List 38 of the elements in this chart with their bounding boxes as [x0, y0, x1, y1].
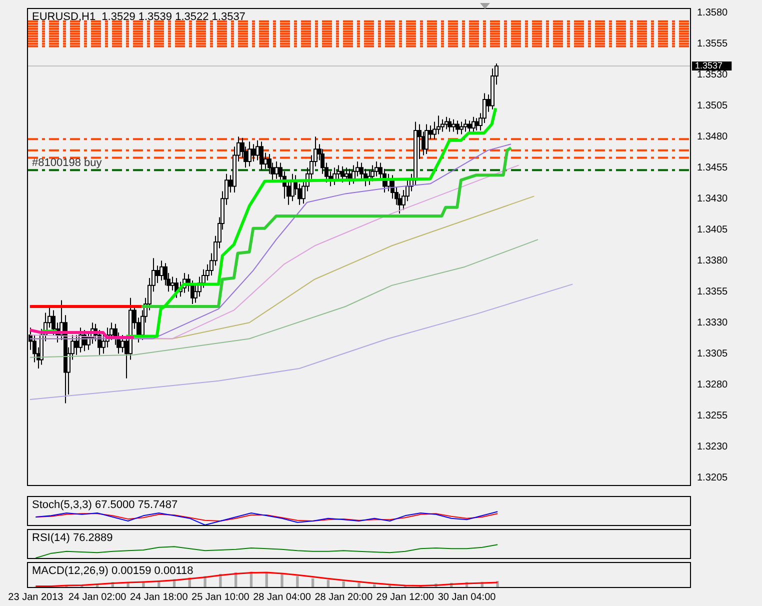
y-tick-label: 1.3305: [697, 348, 728, 360]
bar: [342, 581, 345, 587]
x-tick-label: 28 Jan 04:00: [253, 592, 312, 603]
y-tick-label: 1.3405: [697, 224, 728, 236]
y-tick-label: 1.3380: [697, 255, 728, 266]
y-tick-label: 1.3330: [697, 317, 728, 328]
bar: [280, 574, 284, 587]
y-tick-label: 1.3355: [697, 286, 728, 298]
y-tick-label: 1.3505: [697, 100, 728, 112]
y-tick-label: 1.3580: [697, 7, 728, 18]
y-tick-label: 1.3255: [697, 410, 728, 422]
chart-title: Stoch(5,3,3) 67.5000 75.7487: [32, 499, 178, 512]
y-tick-label: 1.3555: [697, 38, 728, 50]
chart-title: MACD(12,26,9) 0.00159 0.00118: [32, 565, 194, 578]
chart-title: EURUSD,H1 1.3529 1.3539 1.3522 1.3537: [32, 11, 246, 24]
ref-line-label: #8100198 buy: [32, 157, 102, 170]
x-tick-label: 30 Jan 04:00: [438, 592, 496, 603]
bar: [326, 580, 330, 587]
y-tick-label: 1.3430: [697, 193, 728, 204]
x-tick-label: 28 Jan 20:00: [314, 592, 373, 603]
ref-line-label: 1.3537: [695, 60, 723, 71]
y-tick-label: 1.3205: [697, 472, 728, 484]
bar: [265, 572, 268, 587]
bar: [311, 578, 314, 587]
x-tick-label: 24 Jan 02:00: [68, 592, 127, 603]
y-tick-label: 1.3480: [697, 131, 728, 142]
y-tick-label: 1.3530: [697, 69, 728, 80]
x-tick-label: 29 Jan 12:00: [376, 592, 435, 603]
x-tick-label: 24 Jan 18:00: [130, 592, 188, 603]
x-tick-label: 25 Jan 10:00: [192, 592, 250, 603]
y-tick-label: 1.3455: [697, 162, 728, 174]
x-tick-label: 23 Jan 2013: [8, 592, 64, 603]
bar: [296, 576, 299, 587]
bar: [358, 582, 360, 587]
chart-title: RSI(14) 76.2889: [32, 532, 113, 544]
y-tick-label: 1.3230: [697, 441, 728, 452]
bar: [373, 584, 376, 587]
y-tick-label: 1.3280: [697, 379, 728, 390]
